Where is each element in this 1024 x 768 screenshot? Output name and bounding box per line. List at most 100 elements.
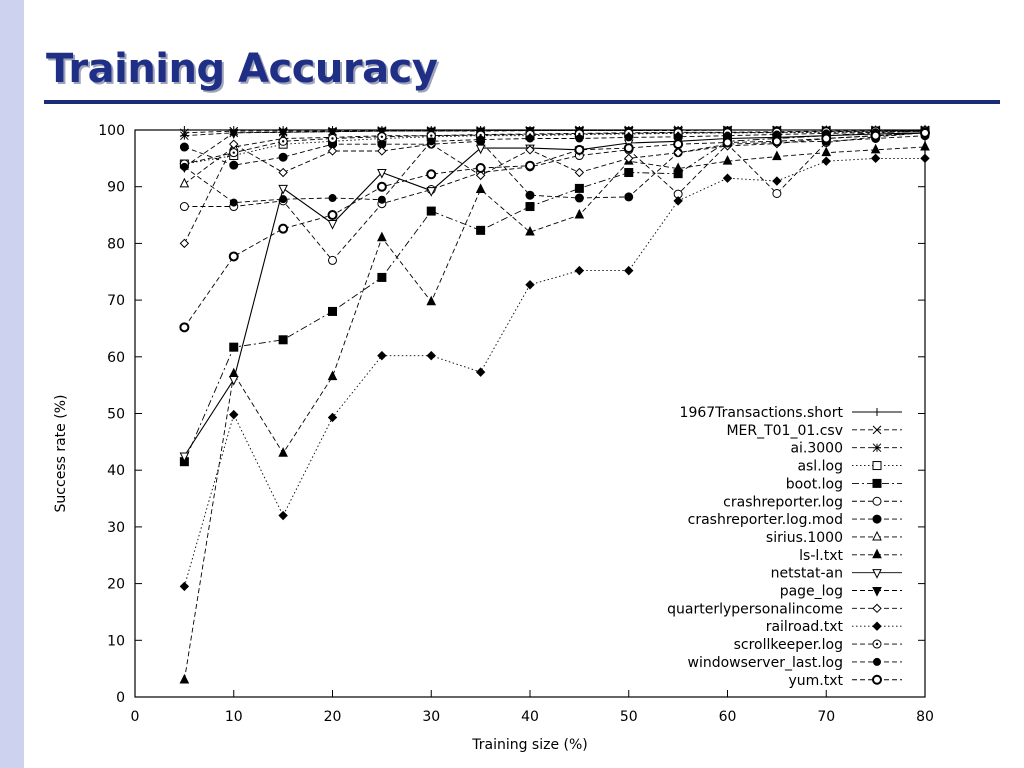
series-ls-l-txt [179,140,930,684]
legend-item: 1967Transactions.short [680,405,902,421]
data-point [475,183,486,194]
data-point [426,206,436,216]
data-point [229,139,239,149]
series-scrollkeeper-log [179,126,930,169]
data-point [574,144,585,155]
series-line [184,135,926,199]
data-point [377,195,386,204]
slide-left-band [0,0,24,768]
legend-label: boot.log [786,476,843,492]
data-point [377,127,387,138]
legend-label: 1967Transactions.short [680,405,844,421]
legend-label: crashreporter.log.mod [688,512,843,528]
data-point [873,657,881,666]
data-point [872,461,882,471]
data-point [426,350,436,361]
legend-item: MER_T01_01.csv [726,423,902,439]
data-point [328,255,337,265]
data-point [624,133,633,142]
data-point [328,306,337,316]
x-tick-label: 60 [719,709,737,725]
series-line [184,130,926,185]
data-point [278,510,288,521]
legend-item: asl.log [797,459,902,475]
legend-item: sirius.1000 [766,530,902,546]
y-tick-label: 20 [107,577,125,593]
data-point [574,183,584,193]
data-point [179,202,189,212]
series-line [184,130,926,165]
data-point [873,408,881,416]
data-point [229,342,239,352]
y-tick-label: 100 [98,123,125,139]
x-tick-label: 30 [422,709,440,725]
x-tick-label: 10 [225,709,243,725]
series-line [184,130,926,204]
y-tick-label: 60 [107,350,125,366]
legend-label: scrollkeeper.log [734,637,843,653]
data-point [872,514,882,524]
data-point [722,137,733,148]
data-point [722,173,733,183]
legend-label: sirius.1000 [766,530,843,546]
legend-item: boot.log [786,476,902,492]
data-point [228,251,239,262]
data-point [179,452,190,463]
data-point [872,569,882,579]
data-point [624,192,634,202]
series-line [184,129,925,168]
data-point [278,184,288,195]
data-point [870,130,881,141]
data-point [179,581,190,592]
y-tick-label: 50 [107,407,125,423]
y-tick-label: 30 [107,520,125,536]
data-point [574,167,585,178]
data-point [872,603,882,614]
data-point [179,673,190,684]
data-point [179,322,190,333]
data-point [179,142,189,152]
x-axis-label: Training size (%) [471,737,588,753]
data-point-dot [331,137,334,140]
data-point-dot [281,140,285,143]
data-point [872,621,882,631]
data-point [872,443,882,453]
x-tick-label: 70 [817,709,835,725]
legend-label: ai.3000 [790,441,843,457]
data-point [475,144,486,155]
data-point [722,155,733,165]
data-point [278,447,288,457]
legend: 1967Transactions.short MER_T01_01.csv ai.3… [667,405,902,689]
series-layer [179,124,930,684]
legend-item: netstat-an [771,566,902,582]
data-point [328,194,337,203]
data-point [872,674,882,685]
legend-item: windowserver_last.log [688,655,902,671]
data-point [475,367,486,377]
data-point [180,131,189,141]
y-tick-label: 0 [116,690,125,706]
data-point [771,136,782,147]
data-point [476,225,486,235]
data-point [575,134,584,143]
y-tick-label: 10 [107,633,125,649]
legend-label: asl.log [797,459,843,475]
data-point [920,127,930,138]
data-point [377,272,387,282]
legend-label: page_log [780,584,843,600]
data-point [623,143,634,154]
data-point [278,335,288,345]
legend-label: MER_T01_01.csv [726,423,843,439]
series-line [184,132,926,262]
x-tick-label: 0 [131,709,140,725]
data-point-dot [430,134,433,137]
legend-item: ai.3000 [790,441,902,457]
data-point [327,220,338,230]
data-point [475,162,486,173]
data-point-dot [875,642,879,646]
data-point [228,375,239,386]
data-point [872,425,882,435]
data-point [377,146,387,156]
series-asl-log [179,126,930,169]
y-tick-label: 40 [107,463,125,479]
